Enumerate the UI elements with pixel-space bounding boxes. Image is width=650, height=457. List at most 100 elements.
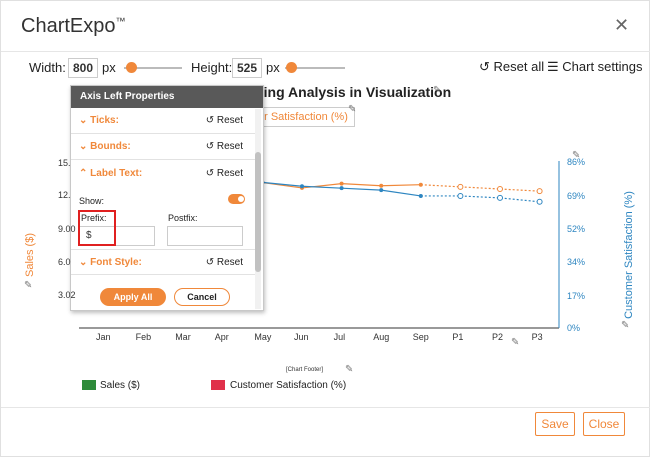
height-unit: px [266, 60, 280, 75]
divider [1, 407, 650, 408]
x-tick-label: May [254, 332, 272, 342]
font-style-label: ⌄ Font Style: [79, 257, 142, 268]
edit-pencil-icon[interactable]: ✎ [572, 150, 581, 161]
series-line-0-projected[interactable] [420, 184, 540, 192]
data-point[interactable] [536, 198, 543, 205]
data-point[interactable] [536, 188, 543, 195]
data-point[interactable] [339, 186, 344, 191]
width-slider-handle[interactable] [126, 62, 137, 73]
show-label: Show: [79, 196, 105, 206]
edit-pencil-icon[interactable]: ✎ [621, 320, 630, 331]
divider [1, 51, 650, 52]
close-button[interactable]: Close [583, 412, 625, 436]
apply-all-button[interactable]: Apply All [100, 288, 166, 306]
chart-title[interactable]: ting Analysis in Visualization [259, 84, 452, 100]
edit-pencil-icon[interactable]: ✎ [511, 337, 520, 348]
bounds-label: ⌄ Bounds: [79, 141, 131, 152]
postfix-label: Postfix: [168, 213, 198, 223]
label-text-reset-button[interactable]: ↺ Reset [205, 168, 243, 179]
edit-pencil-icon[interactable]: ✎ [345, 364, 354, 375]
data-point[interactable] [418, 182, 423, 187]
data-point[interactable] [379, 188, 384, 193]
y-left-tick-label: 9.00 [58, 224, 76, 234]
chart-settings-button[interactable]: ☰ Chart settings [547, 59, 643, 74]
y-right-tick-label: 17% [567, 291, 586, 301]
y-right-tick-label: 69% [567, 191, 586, 201]
height-slider[interactable] [285, 67, 345, 69]
show-toggle[interactable] [228, 194, 245, 204]
legend-label-sales: Sales ($) [100, 380, 141, 391]
bounds-reset-button[interactable]: ↺ Reset [205, 141, 243, 152]
y-right-tick-label: 52% [567, 224, 586, 234]
label-text-label: ⌃ Label Text: [79, 168, 143, 179]
ticks-row[interactable]: ⌄ Ticks: ↺ Reset [71, 108, 257, 134]
width-input[interactable]: 800 [68, 58, 98, 78]
data-point[interactable] [300, 184, 304, 189]
x-tick-label: Sep [412, 332, 429, 342]
data-point[interactable] [457, 192, 464, 199]
y-axis-left-label[interactable]: Sales ($) [24, 232, 36, 278]
axis-left-properties-panel: Axis Left Properties ⌄ Ticks: ↺ Reset ⌄ … [70, 85, 264, 311]
data-point[interactable] [497, 194, 503, 201]
data-point[interactable] [497, 186, 503, 193]
y-left-tick-label: 15. [58, 158, 71, 168]
width-unit: px [102, 60, 116, 75]
x-tick-label: Aug [373, 332, 390, 342]
legend-swatch-satisfaction[interactable] [211, 380, 225, 390]
x-tick-label: Apr [214, 332, 229, 342]
edit-pencil-icon[interactable]: ✎ [348, 104, 357, 115]
reset-all-button[interactable]: ↺ Reset all [479, 59, 545, 74]
y-axis-right-label[interactable]: Customer Satisfaction (%) [623, 191, 635, 319]
x-tick-label: Jun [294, 332, 309, 342]
x-tick-label: Jan [96, 332, 111, 342]
x-tick-label: Feb [135, 332, 152, 342]
y-right-tick-label: 34% [567, 257, 586, 267]
font-style-reset-button[interactable]: ↺ Reset [205, 257, 243, 268]
panel-title: Axis Left Properties [71, 86, 263, 108]
chevron-down-icon: ⌄ [79, 141, 88, 152]
save-button[interactable]: Save [535, 412, 575, 436]
prefix-label: Prefix: [81, 213, 107, 223]
data-point[interactable] [339, 181, 344, 186]
legend-swatch-sales[interactable] [82, 380, 96, 390]
x-tick-label: Mar [175, 332, 191, 342]
edit-pencil-icon[interactable]: ✎ [24, 280, 33, 291]
chevron-down-icon: ⌄ [79, 115, 88, 126]
width-slider[interactable] [124, 67, 182, 69]
app-title: ChartExpo™ [21, 15, 126, 37]
data-point[interactable] [379, 183, 384, 188]
height-label: Height: [191, 60, 233, 75]
toggle-knob [238, 196, 244, 202]
ticks-reset-button[interactable]: ↺ Reset [205, 115, 243, 126]
x-tick-label: P2 [492, 332, 504, 342]
reset-icon: ↺ [479, 59, 490, 74]
y-right-tick-label: 0% [567, 323, 581, 333]
edit-pencil-icon[interactable]: ✎ [433, 85, 442, 96]
x-tick-label: P3 [531, 332, 543, 342]
chevron-down-icon: ⌄ [79, 257, 88, 268]
font-style-row[interactable]: ⌄ Font Style: ↺ Reset [71, 249, 257, 275]
ticks-label: ⌄ Ticks: [79, 115, 119, 126]
chart-footer[interactable]: [Chart Footer] [286, 367, 324, 373]
height-slider-handle[interactable] [286, 62, 297, 73]
close-icon[interactable]: ✕ [614, 15, 630, 35]
sliders-icon: ☰ [547, 59, 559, 74]
data-point[interactable] [418, 193, 423, 198]
chevron-up-icon: ⌃ [79, 168, 88, 179]
postfix-input[interactable] [167, 226, 243, 246]
width-label: Width: [29, 60, 66, 75]
y-left-tick-label: 12. [58, 190, 71, 200]
data-point[interactable] [457, 183, 464, 190]
x-tick-label: P1 [452, 332, 464, 342]
label-text-row[interactable]: ⌃ Label Text: ↺ Reset [71, 161, 257, 187]
height-input[interactable]: 525 [232, 58, 262, 78]
y-right-tick-label: 86% [567, 157, 586, 167]
series-line-1-projected[interactable] [420, 195, 540, 203]
prefix-highlight [78, 210, 116, 246]
legend-label-satisfaction: Customer Satisfaction (%) [230, 380, 347, 391]
panel-scroll-thumb[interactable] [255, 152, 261, 272]
bounds-row[interactable]: ⌄ Bounds: ↺ Reset [71, 134, 257, 160]
cancel-button[interactable]: Cancel [174, 288, 230, 306]
